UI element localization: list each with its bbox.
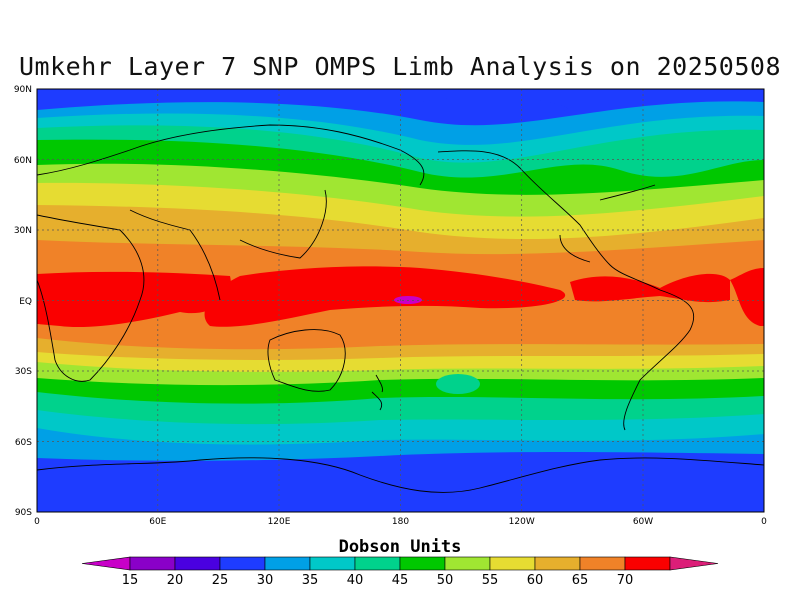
band-70-west bbox=[37, 271, 231, 328]
colorbar-swatch bbox=[129, 556, 176, 571]
colorbar-swatch bbox=[174, 556, 221, 571]
colorbar: 15 20 25 30 35 40 45 50 55 60 65 70 bbox=[81, 556, 719, 588]
colorbar-swatch bbox=[219, 556, 266, 571]
colorbar-swatch bbox=[624, 556, 671, 571]
band-70-east bbox=[570, 268, 764, 326]
lon-tick: 0 bbox=[761, 517, 767, 527]
colorbar-swatch bbox=[444, 556, 491, 571]
colorbar-level-label: 30 bbox=[257, 573, 274, 588]
lat-tick: 90N bbox=[14, 85, 32, 95]
colorbar-level-label: 60 bbox=[527, 573, 544, 588]
lon-tick: 120E bbox=[268, 517, 291, 527]
coast-eurasia bbox=[37, 124, 425, 301]
lat-tick: 60S bbox=[15, 438, 32, 448]
graticule bbox=[37, 89, 764, 512]
map-title: Umkehr Layer 7 SNP OMPS Limb Analysis on… bbox=[18, 52, 781, 81]
lon-tick: 60W bbox=[633, 517, 653, 527]
coast-nz bbox=[371, 374, 383, 411]
lat-tick: 30N bbox=[14, 226, 32, 236]
colorbar-high-arrow bbox=[669, 556, 719, 571]
map-frame bbox=[36, 88, 765, 513]
band-75-spot bbox=[394, 296, 422, 304]
colorbar-low-arrow bbox=[81, 556, 131, 571]
colorbar-swatch bbox=[399, 556, 446, 571]
lon-tick: 120W bbox=[509, 517, 535, 527]
lon-axis: 0 60E 120E 180 120W 60W 0 bbox=[34, 517, 767, 527]
lon-tick: 0 bbox=[34, 517, 40, 527]
lon-tick: 60E bbox=[149, 517, 166, 527]
colorbar-swatch bbox=[264, 556, 311, 571]
band-70-central bbox=[204, 266, 566, 327]
band-25-south bbox=[37, 452, 764, 512]
colorbar-swatch bbox=[309, 556, 356, 571]
ozone-field bbox=[37, 89, 764, 512]
band-20-north-blob bbox=[420, 96, 568, 119]
colorbar-level-label: 55 bbox=[482, 573, 499, 588]
colorbar-swatch bbox=[534, 556, 581, 571]
colorbar-swatch bbox=[579, 556, 626, 571]
colorbar-level-label: 15 bbox=[122, 573, 139, 588]
coast-antarctica bbox=[37, 457, 764, 493]
colorbar-title: Dobson Units bbox=[339, 537, 462, 557]
lat-tick: 60N bbox=[14, 156, 32, 166]
colorbar-level-label: 20 bbox=[167, 573, 184, 588]
coast-australia bbox=[267, 329, 346, 392]
lat-tick: 30S bbox=[15, 367, 32, 377]
colorbar-swatch bbox=[489, 556, 536, 571]
band-40-hole bbox=[436, 374, 480, 394]
colorbar-swatch bbox=[354, 556, 401, 571]
lat-tick: 90S bbox=[15, 508, 32, 518]
coast-africa bbox=[37, 214, 145, 382]
colorbar-level-label: 40 bbox=[347, 573, 364, 588]
colorbar-level-label: 65 bbox=[572, 573, 589, 588]
lon-tick: 180 bbox=[392, 517, 409, 527]
colorbar-level-label: 35 bbox=[302, 573, 319, 588]
colorbar-level-label: 25 bbox=[212, 573, 229, 588]
lat-axis: 90N 60N 30N EQ 30S 60S 90S bbox=[14, 85, 32, 518]
lat-tick: EQ bbox=[19, 297, 32, 307]
coastlines bbox=[37, 124, 764, 493]
colorbar-level-label: 70 bbox=[617, 573, 634, 588]
colorbar-level-label: 50 bbox=[437, 573, 454, 588]
colorbar-level-label: 45 bbox=[392, 573, 409, 588]
coast-americas bbox=[437, 150, 695, 431]
